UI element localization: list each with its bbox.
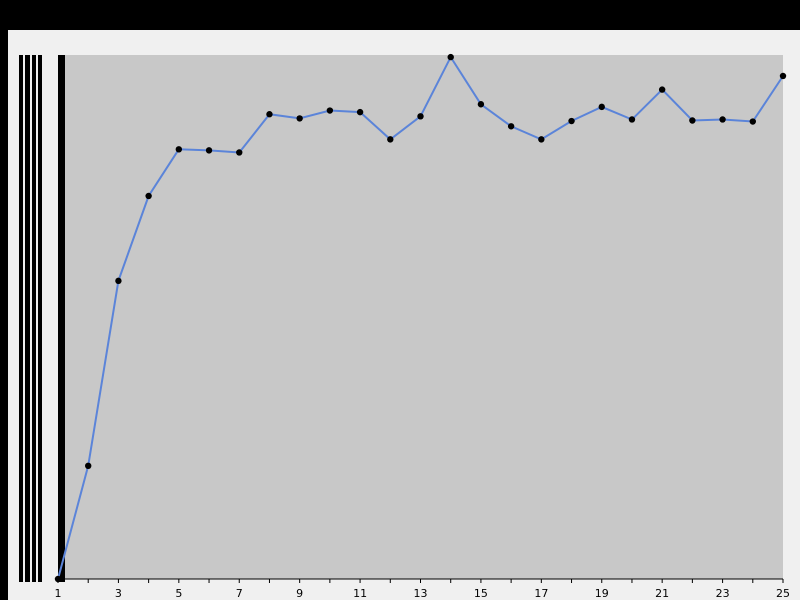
data-point [507, 123, 515, 130]
data-point [477, 101, 485, 108]
y-axis-bar [25, 55, 30, 582]
data-point [326, 107, 334, 114]
data-point [145, 192, 152, 200]
y-axis [19, 55, 65, 582]
data-point [447, 53, 454, 61]
data-point [779, 72, 787, 80]
data-point [568, 117, 575, 125]
x-tick-label: 15 [474, 587, 488, 600]
top-bar [0, 0, 800, 30]
data-point [205, 147, 213, 154]
data-point [175, 146, 183, 153]
plot-area [58, 55, 783, 579]
x-tick-label: 13 [414, 587, 428, 600]
data-point [689, 117, 696, 124]
x-tick-label: 1 [55, 587, 62, 600]
y-axis-bar [19, 55, 23, 582]
data-point [115, 277, 122, 285]
data-point [266, 111, 273, 118]
x-tick-label: 5 [175, 587, 182, 600]
data-point [719, 116, 726, 123]
x-tick-label: 23 [716, 587, 730, 600]
data-point [387, 136, 394, 143]
data-point [85, 462, 92, 470]
x-tick-label: 17 [534, 587, 548, 600]
y-axis-bar [58, 55, 65, 582]
y-axis-bar [38, 55, 42, 582]
x-tick-label: 25 [776, 587, 790, 600]
data-point [356, 108, 364, 116]
x-axis: 1 3 5 7 9 11 13 15 17 19 21 23 25 [55, 578, 790, 600]
data-point [598, 103, 605, 111]
data-point [417, 113, 424, 120]
y-axis-bar [32, 55, 36, 582]
data-point [538, 136, 545, 143]
data-point [54, 575, 62, 583]
x-tick-label: 21 [655, 587, 669, 600]
data-point [628, 116, 636, 123]
x-tick-label: 7 [236, 587, 243, 600]
x-tick-label: 11 [353, 587, 367, 600]
data-point [658, 86, 666, 93]
x-tick-label: 3 [115, 587, 122, 600]
data-point [236, 149, 243, 156]
data-points [54, 53, 787, 583]
x-tick-label: 9 [296, 587, 303, 600]
data-point [296, 115, 303, 122]
x-tick-label: 19 [595, 587, 609, 600]
data-point [749, 118, 756, 125]
